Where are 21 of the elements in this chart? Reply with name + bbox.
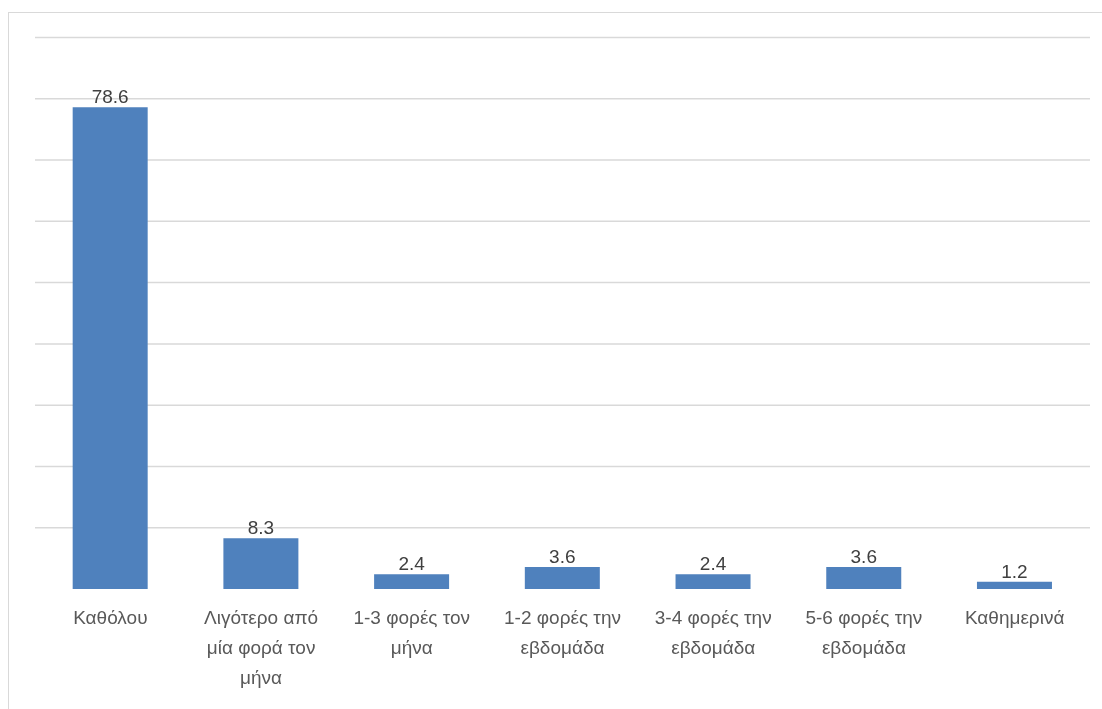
data-label: 78.6 [91,86,129,108]
x-tick-label: 3-4 φορές την εβδομάδα [654,607,772,659]
bar [675,574,751,589]
data-label: 1.2 [1001,560,1028,582]
bar [976,581,1052,589]
bar [374,574,450,589]
data-label: 3.6 [850,545,877,567]
bar [223,538,299,589]
bar [72,107,148,589]
x-tick-label: Καθόλου [73,607,148,629]
bar [826,566,902,589]
data-label: 3.6 [549,545,576,567]
data-label: 2.4 [398,553,426,575]
x-tick-label: 1-3 φορές τον μήνα [353,607,471,659]
x-tick-label: 5-6 φορές την εβδομάδα [805,607,923,659]
x-tick-label: Καθημερινά [964,607,1065,629]
data-label: 2.4 [699,553,727,575]
bar [524,566,600,589]
x-tick-label: 1-2 φορές την εβδομάδα [504,607,621,659]
data-label: 8.3 [247,517,275,539]
x-tick-label: Λιγότερο από μία φορά τον μήνα [204,607,319,689]
